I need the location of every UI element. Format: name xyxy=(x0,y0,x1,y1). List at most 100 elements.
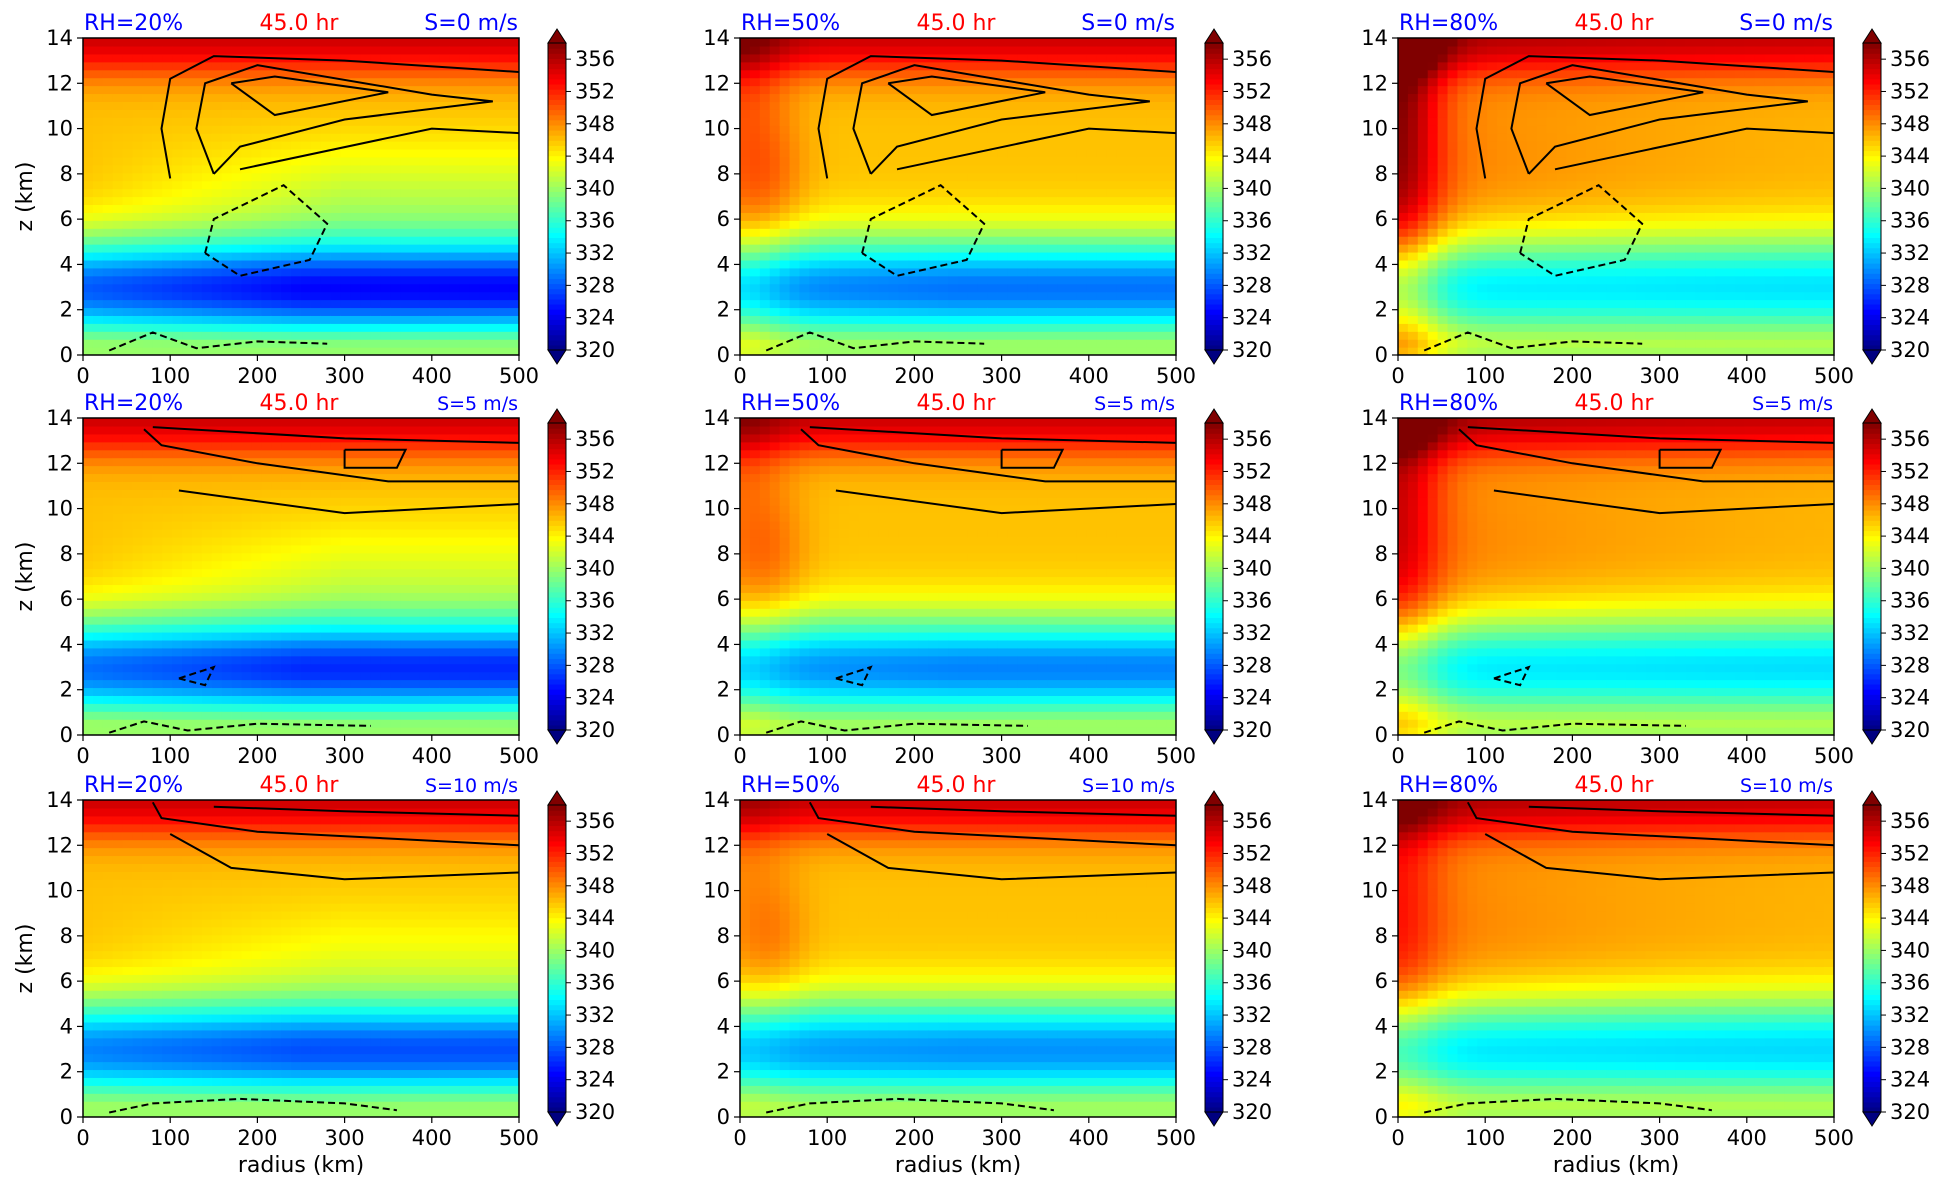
heatmap-cell xyxy=(1467,156,1478,166)
heatmap-cell xyxy=(429,291,441,301)
heatmap-cell xyxy=(1596,228,1607,237)
heatmap-cell xyxy=(1047,188,1058,198)
heatmap-cell xyxy=(1457,156,1468,166)
heatmap-cell xyxy=(918,251,929,261)
heatmap-cell xyxy=(370,220,381,229)
heatmap-cell xyxy=(1596,251,1607,261)
heatmap-cell xyxy=(1586,339,1597,348)
heatmap-cell xyxy=(291,61,302,71)
heatmap-cell xyxy=(898,172,910,182)
heatmap-cell xyxy=(789,196,801,206)
heatmap-cell xyxy=(152,125,163,134)
heatmap-cell xyxy=(83,101,94,110)
heatmap-cell xyxy=(1516,275,1528,285)
heatmap-cell xyxy=(271,180,282,190)
heatmap-cell xyxy=(201,164,213,174)
heatmap-cell xyxy=(1047,148,1058,158)
heatmap-cell xyxy=(958,101,969,110)
heatmap-cell xyxy=(142,45,153,55)
heatmap-cell xyxy=(1136,331,1147,340)
heatmap-cell xyxy=(112,188,124,198)
heatmap-cell xyxy=(192,228,203,237)
colorbar-segment xyxy=(1205,329,1223,336)
heatmap-cell xyxy=(1556,109,1568,118)
heatmap-cell xyxy=(261,172,272,182)
heatmap-cell xyxy=(948,85,959,95)
heatmap-cell xyxy=(350,220,362,229)
heatmap-cell xyxy=(1398,45,1409,55)
heatmap-cell xyxy=(459,180,471,190)
heatmap-cell xyxy=(1576,267,1587,277)
heatmap-cell xyxy=(809,347,820,355)
heatmap-cell xyxy=(330,85,342,95)
heatmap-cell xyxy=(1497,204,1508,213)
colorbar-segment xyxy=(1205,140,1223,146)
heatmap-cell xyxy=(1007,291,1019,301)
heatmap-cell xyxy=(977,299,989,309)
colorbar-tick-label: 324 xyxy=(1232,306,1272,330)
heatmap-cell xyxy=(231,101,243,110)
heatmap-cell xyxy=(1536,180,1548,190)
heatmap-cell xyxy=(819,38,830,47)
heatmap-cell xyxy=(499,196,510,206)
heatmap-cell xyxy=(1665,204,1677,213)
heatmap-cell xyxy=(1655,148,1667,158)
heatmap-cell xyxy=(967,307,979,316)
heatmap-cell xyxy=(987,339,999,348)
heatmap-cell xyxy=(221,172,233,182)
heatmap-cell xyxy=(1057,220,1068,229)
heatmap-cell xyxy=(122,45,134,55)
heatmap-cell xyxy=(958,283,969,293)
heatmap-cell xyxy=(429,267,441,277)
heatmap-cell xyxy=(1467,77,1478,87)
heatmap-cell xyxy=(1156,109,1167,118)
heatmap-cell xyxy=(83,244,94,253)
heatmap-cell xyxy=(898,196,910,206)
heatmap-cell xyxy=(182,307,193,316)
heatmap-cell xyxy=(1507,61,1518,71)
heatmap-cell xyxy=(231,196,243,206)
heatmap-cell xyxy=(301,220,312,229)
heatmap-cell xyxy=(1047,180,1058,190)
heatmap-cell xyxy=(132,125,144,134)
heatmap-cell xyxy=(1437,133,1449,142)
heatmap-cell xyxy=(1427,188,1439,198)
heatmap-cell xyxy=(789,85,801,95)
heatmap-cell xyxy=(410,125,421,134)
heatmap-cell xyxy=(211,267,223,277)
heatmap-cell xyxy=(1665,323,1677,332)
heatmap-cell xyxy=(967,164,979,174)
heatmap-cell xyxy=(1146,69,1157,79)
heatmap-cell xyxy=(1655,236,1667,245)
heatmap-cell xyxy=(1427,117,1439,126)
heatmap-cell xyxy=(819,236,830,245)
heatmap-cell xyxy=(83,45,94,55)
heatmap-cell xyxy=(849,204,860,213)
heatmap-cell xyxy=(1665,196,1677,206)
heatmap-cell xyxy=(201,53,213,63)
heatmap-cell xyxy=(1625,307,1637,316)
heatmap-cell xyxy=(330,283,342,293)
heatmap-cell xyxy=(1556,69,1568,79)
heatmap-cell xyxy=(997,307,1009,316)
heatmap-cell xyxy=(749,315,761,324)
heatmap-cell xyxy=(1417,164,1429,174)
heatmap-cell xyxy=(1427,244,1439,253)
heatmap-cell xyxy=(330,45,342,55)
heatmap-cell xyxy=(1536,148,1548,158)
heatmap-cell xyxy=(779,244,791,253)
heatmap-cell xyxy=(1156,133,1167,142)
heatmap-cell xyxy=(400,251,411,261)
heatmap-cell xyxy=(1047,204,1058,213)
heatmap-cell xyxy=(1675,220,1686,229)
heatmap-cell xyxy=(997,315,1009,324)
heatmap-cell xyxy=(1057,77,1068,87)
heatmap-cell xyxy=(1096,133,1108,142)
heatmap-cell xyxy=(1675,141,1686,150)
heatmap-cell xyxy=(1675,117,1686,126)
heatmap-cell xyxy=(839,236,850,245)
heatmap-cell xyxy=(1007,180,1019,190)
heatmap-cell xyxy=(918,125,929,134)
heatmap-cell xyxy=(400,236,411,245)
heatmap-cell xyxy=(182,69,193,79)
